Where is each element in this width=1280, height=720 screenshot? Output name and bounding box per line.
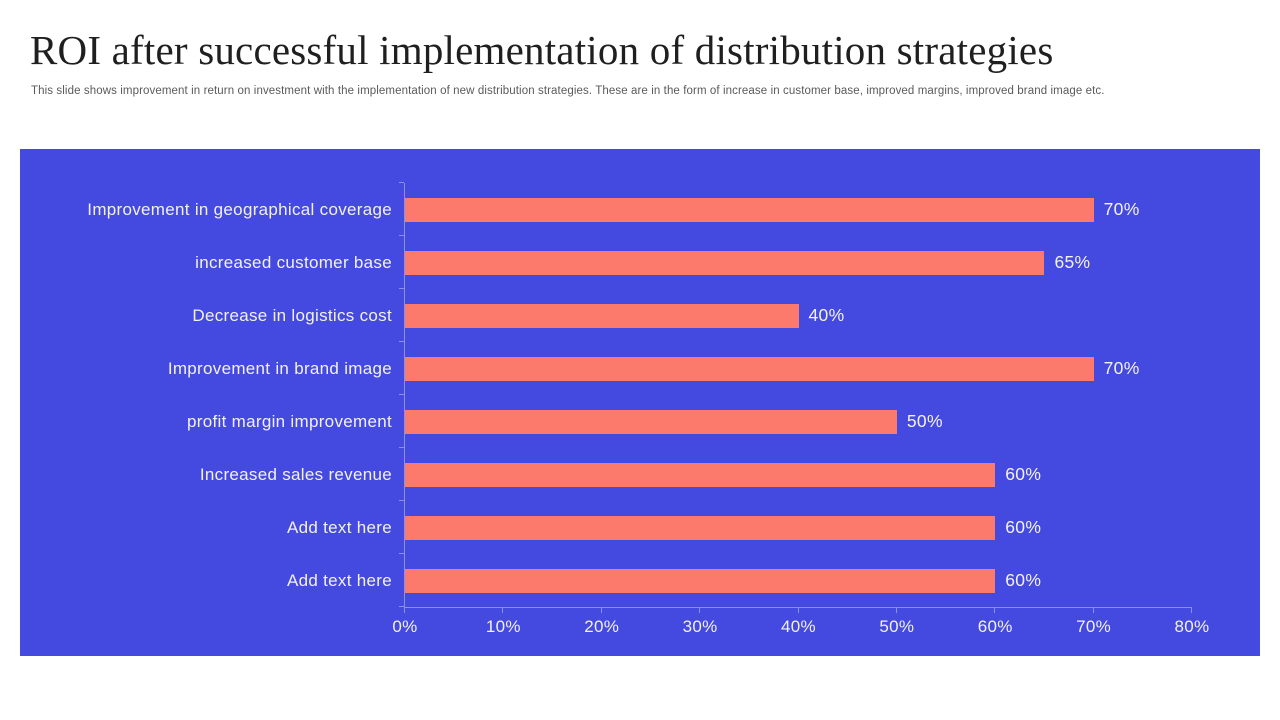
bar-chart: Improvement in geographical coverage 70% i… (87, 182, 1209, 636)
chart-row: profit margin improvement 50% (187, 395, 1192, 448)
category-label: profit margin improvement (187, 411, 392, 431)
x-axis-labels: 0% 10% 20% 30% 40% 50% 60% 70% 80% (392, 617, 1209, 641)
value-label: 50% (906, 411, 943, 431)
x-tick-label: 50% (879, 617, 915, 636)
chart-row: Improvement in brand image 70% (168, 342, 1192, 395)
x-tick-label: 60% (977, 617, 1013, 636)
category-label: Add text here (286, 570, 392, 590)
chart-row: Add text here 60% (287, 554, 1192, 607)
category-label: Increased sales revenue (199, 464, 392, 484)
x-axis-tick (1191, 608, 1192, 613)
x-tick-label: 10% (485, 617, 521, 636)
x-axis-tick (1092, 608, 1094, 613)
y-axis-tick (399, 235, 404, 236)
x-tick-label: 20% (584, 617, 620, 636)
chart-row: Improvement in geographical coverage 70% (87, 183, 1192, 236)
y-axis-tick (399, 500, 404, 501)
chart-row: Increased sales revenue 60% (200, 448, 1192, 501)
bar (405, 568, 996, 593)
x-tick-label: 40% (781, 617, 816, 636)
y-axis-tick (399, 447, 404, 448)
category-label: Decrease in logistics cost (192, 305, 392, 325)
value-label: 70% (1103, 199, 1140, 219)
chart-panel: Improvement in geographical coverage 70% i… (20, 149, 1260, 656)
x-axis-tick (895, 608, 897, 613)
x-axis-tick (699, 608, 701, 613)
y-axis-tick (399, 341, 404, 342)
x-axis-tick (502, 608, 504, 613)
value-label: 60% (1005, 464, 1042, 484)
value-label: 65% (1054, 252, 1091, 272)
value-label: 40% (808, 305, 845, 325)
value-label: 60% (1005, 517, 1042, 537)
x-tick-label: 30% (682, 617, 718, 636)
value-label: 70% (1103, 358, 1140, 378)
slide-title: ROI after successful implementation of d… (30, 27, 1054, 73)
x-tick-label: 80% (1174, 617, 1210, 636)
x-tick-label: 70% (1076, 617, 1112, 636)
chart-row: Add text here 60% (287, 501, 1192, 554)
bar (405, 303, 799, 328)
bar (405, 462, 996, 487)
y-axis-tick (399, 606, 404, 607)
slide-subtitle: This slide shows improvement in return o… (31, 85, 1105, 97)
x-axis-line (404, 607, 1192, 608)
category-label: Improvement in brand image (167, 358, 392, 378)
x-axis-tick (797, 608, 799, 613)
category-label: increased customer base (195, 252, 392, 272)
y-axis-tick (399, 553, 404, 554)
y-axis-tick (399, 182, 404, 183)
category-label: Add text here (286, 517, 392, 537)
category-label: Improvement in geographical coverage (87, 199, 392, 219)
value-label: 60% (1005, 570, 1042, 590)
y-axis-line (404, 183, 405, 607)
bar (405, 197, 1094, 222)
x-axis-tick (600, 608, 602, 613)
bar (405, 250, 1045, 275)
x-axis-tick (404, 608, 405, 613)
y-axis-tick (399, 394, 404, 395)
chart-row: increased customer base 65% (195, 236, 1192, 289)
bar (405, 409, 897, 434)
bar (405, 356, 1094, 381)
chart-row: Decrease in logistics cost 40% (192, 289, 1192, 342)
chart-rows: Improvement in geographical coverage 70% i… (87, 183, 1192, 607)
y-axis-tick (399, 288, 404, 289)
bar (405, 515, 996, 540)
x-axis-tick (994, 608, 996, 613)
x-tick-label: 0% (392, 617, 418, 636)
